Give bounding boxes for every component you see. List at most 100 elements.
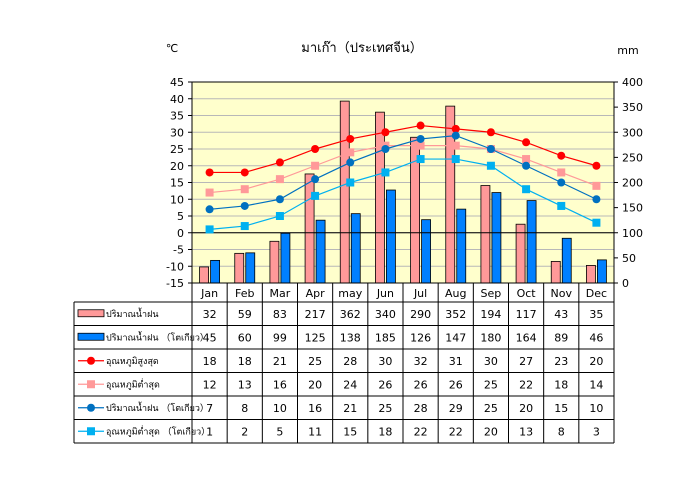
table-cell-value: 26 bbox=[378, 378, 392, 391]
series-line bbox=[209, 158, 597, 230]
table-cell-value: 22 bbox=[414, 425, 428, 438]
line-point bbox=[240, 168, 249, 177]
line-point bbox=[416, 121, 425, 130]
category-label: Aug bbox=[445, 287, 466, 300]
table-cell-value: 18 bbox=[378, 425, 392, 438]
line-point bbox=[557, 151, 566, 160]
legend-marker bbox=[87, 427, 95, 436]
bar bbox=[561, 237, 572, 284]
table-cell-value: 46 bbox=[589, 331, 603, 344]
line-point bbox=[346, 178, 355, 187]
table-cell-value: 45 bbox=[203, 331, 217, 344]
bar bbox=[550, 260, 561, 284]
table-cell-value: 8 bbox=[241, 402, 248, 415]
table-cell-value: 126 bbox=[410, 331, 431, 344]
bar bbox=[386, 189, 396, 284]
left-tick-label: 40 bbox=[170, 93, 184, 106]
line-point bbox=[346, 148, 355, 157]
table-cell-value: 13 bbox=[519, 425, 533, 438]
left-tick-label: -10 bbox=[166, 260, 184, 273]
table-cell-value: 125 bbox=[305, 331, 326, 344]
bar bbox=[234, 252, 245, 284]
line-point bbox=[346, 158, 355, 167]
legend-label: อุณหภูมิต่ำสุด bbox=[106, 377, 160, 390]
table-cell-value: 5 bbox=[276, 425, 283, 438]
table-cell-value: 43 bbox=[554, 308, 568, 321]
right-tick-label: 350 bbox=[622, 101, 643, 114]
bar bbox=[526, 200, 537, 284]
bar bbox=[339, 100, 350, 284]
line-point bbox=[205, 225, 214, 234]
right-tick-label: 50 bbox=[622, 252, 636, 265]
category-label: Nov bbox=[551, 287, 573, 300]
table-cell-value: 20 bbox=[484, 425, 498, 438]
right-tick-label: 0 bbox=[622, 277, 629, 290]
line-point bbox=[451, 141, 460, 150]
table-cell-value: 89 bbox=[554, 331, 568, 344]
table-cell-value: 18 bbox=[554, 378, 568, 391]
table-cell-value: 26 bbox=[449, 378, 463, 391]
table-cell-value: 30 bbox=[378, 355, 392, 368]
line-point bbox=[451, 124, 460, 133]
table-cell-value: 20 bbox=[589, 355, 603, 368]
line-point bbox=[240, 222, 249, 231]
legend-marker bbox=[87, 380, 95, 389]
category-label: Oct bbox=[517, 287, 537, 300]
left-axis-unit: ℃ bbox=[166, 42, 178, 55]
table-cell-value: 16 bbox=[308, 402, 322, 415]
table-cell-value: 23 bbox=[554, 355, 568, 368]
bar bbox=[245, 252, 256, 284]
line-point bbox=[346, 134, 355, 143]
bar bbox=[421, 219, 431, 284]
table-cell-value: 8 bbox=[558, 425, 565, 438]
line-point bbox=[522, 155, 531, 164]
left-tick-label: 15 bbox=[170, 177, 184, 190]
line-point bbox=[240, 185, 249, 194]
left-tick-label: 45 bbox=[170, 76, 184, 89]
legend-label: อุณหภูมิสูงสุด bbox=[106, 356, 159, 367]
line-point bbox=[486, 161, 495, 170]
table-cell-value: 25 bbox=[484, 402, 498, 415]
line-point bbox=[522, 138, 531, 147]
table-cell-value: 117 bbox=[516, 308, 537, 321]
category-label: Apr bbox=[306, 287, 326, 300]
table-cell-value: 32 bbox=[414, 355, 428, 368]
table-cell-value: 29 bbox=[449, 402, 463, 415]
chart-title: มาเก๊า（ประเทศจีน） bbox=[301, 40, 422, 56]
line-point bbox=[416, 134, 425, 143]
line-point bbox=[416, 141, 425, 150]
table-cell-value: 15 bbox=[554, 402, 568, 415]
table-cell-value: 14 bbox=[589, 378, 603, 391]
line-point bbox=[275, 195, 284, 204]
table-cell-value: 32 bbox=[203, 308, 217, 321]
category-label: Jun bbox=[376, 287, 394, 300]
table-cell-value: 217 bbox=[305, 308, 326, 321]
left-tick-label: 20 bbox=[170, 160, 184, 173]
table-cell-value: 147 bbox=[445, 331, 466, 344]
table-cell-value: 290 bbox=[410, 308, 431, 321]
legend-label: ปริมาณน้ำฝน （โตเกียว） bbox=[106, 401, 209, 414]
table-cell-value: 7 bbox=[206, 402, 213, 415]
table-cell-value: 138 bbox=[340, 331, 361, 344]
category-label: Sep bbox=[481, 287, 502, 300]
table-cell-value: 59 bbox=[238, 308, 252, 321]
right-tick-label: 250 bbox=[622, 151, 643, 164]
bar bbox=[199, 266, 209, 284]
line-point bbox=[275, 158, 284, 167]
line-point bbox=[416, 155, 425, 164]
category-label: Jan bbox=[200, 287, 218, 300]
left-tick-label: 5 bbox=[177, 210, 184, 223]
table-cell-value: 18 bbox=[203, 355, 217, 368]
left-tick-label: -5 bbox=[173, 244, 184, 257]
right-tick-label: 150 bbox=[622, 202, 643, 215]
line-point bbox=[311, 191, 320, 200]
line-point bbox=[205, 168, 214, 177]
line-point bbox=[522, 185, 531, 194]
line-point bbox=[381, 145, 390, 153]
line-point bbox=[592, 161, 601, 170]
table-cell-value: 18 bbox=[238, 355, 252, 368]
bar bbox=[480, 185, 491, 284]
table-cell-value: 30 bbox=[484, 355, 498, 368]
table-cell-value: 12 bbox=[203, 378, 217, 391]
line-point bbox=[522, 161, 531, 170]
